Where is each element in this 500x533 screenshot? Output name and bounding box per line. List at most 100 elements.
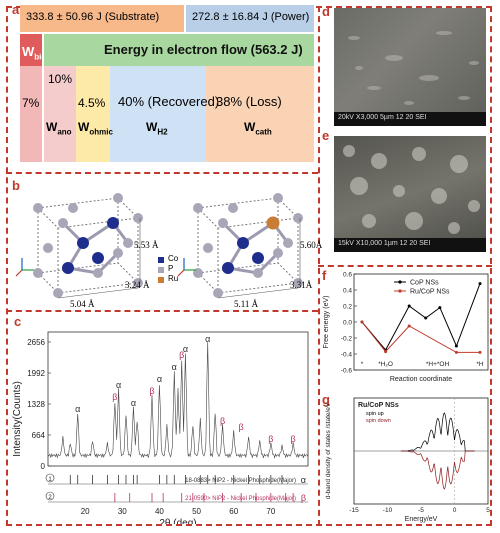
f-species-label: *H	[476, 361, 484, 368]
alpha-marker: α	[205, 334, 210, 344]
xrd-plot-frame	[47, 331, 309, 467]
f-point	[438, 306, 442, 310]
co-atom	[107, 217, 119, 229]
pct-10: 10%	[48, 72, 73, 86]
legend-p-swatch	[158, 267, 164, 273]
ref1-label: 18-0883> NiP2 - Nickel Phosphide(Major)	[185, 478, 296, 484]
f-point	[384, 350, 388, 354]
ru-atom	[266, 216, 280, 230]
alpha-marker: α	[131, 398, 136, 408]
legend-co-swatch	[158, 257, 164, 263]
g-title: Ru/CoP NSs	[358, 402, 399, 409]
f-ytick: -0.4	[341, 352, 353, 359]
ref1-index: 1	[48, 477, 52, 483]
alpha-marker: α	[116, 380, 121, 390]
ref2-index: 2	[48, 495, 52, 501]
sem-image-e: 15kV X10,000 1µm 12 20 SEI	[334, 136, 486, 252]
ref1-index-circle	[45, 473, 55, 483]
f-point	[478, 282, 482, 286]
g-series-line	[400, 412, 475, 452]
xrd-ytick: 664	[32, 431, 46, 440]
g-legend-label: spin up	[366, 411, 384, 417]
ref2-symbol: β	[301, 493, 306, 503]
f-species-label: *	[361, 361, 364, 368]
xrd-xtick: 50	[192, 507, 201, 516]
left-width: 5.04 Å	[70, 299, 95, 309]
f-ytick: -0.6	[341, 368, 353, 375]
f-ytick: 0.2	[343, 304, 352, 311]
pct-4-5: 4.5%	[78, 96, 106, 110]
power-box	[186, 5, 314, 32]
f-point	[407, 304, 411, 308]
left-depth: 3.24 Å	[125, 280, 150, 290]
g-legend-label: spin down	[366, 418, 391, 424]
xrd-xtick: 40	[155, 507, 164, 516]
xrd-ytick: 2656	[27, 338, 45, 347]
g-series-line	[400, 450, 475, 490]
xrd-xtick: 20	[81, 507, 90, 516]
power-energy: 272.8 ± 16.84 J (Power)	[192, 11, 310, 23]
beta-marker: β	[239, 422, 244, 432]
xrd-ytick: 1992	[27, 369, 45, 378]
panel-label-g: g	[322, 392, 330, 407]
xrd-xtick: 60	[229, 507, 238, 516]
dos-chart: -15 -10 -5 0 5 Energy/eV d-band density of sta…	[325, 397, 490, 523]
right-height: 5.60Å	[300, 240, 323, 250]
f-ytick: 0.6	[343, 272, 352, 279]
xrd-xtick: 70	[266, 507, 275, 516]
ref1-symbol: α	[301, 475, 306, 485]
pct-38-loss: 38% (Loss)	[216, 94, 282, 109]
f-legend-marker	[398, 289, 402, 293]
f-point	[424, 316, 428, 320]
pct-7: 7%	[22, 96, 40, 110]
panel-divider-bc	[6, 310, 318, 312]
g-xtick: -5	[418, 507, 424, 514]
wohmic-column	[76, 66, 110, 162]
f-point	[454, 350, 458, 354]
co-atom	[77, 237, 89, 249]
wbio-bar	[20, 34, 42, 162]
panel-divider-ab	[6, 172, 318, 174]
sem-e-info: 15kV X10,000 1µm 12 20 SEI	[338, 240, 431, 247]
beta-marker: β	[268, 434, 273, 444]
f-ytick: -0.2	[341, 336, 353, 343]
f-ylabel: Free energy (eV)	[323, 296, 330, 349]
beta-marker: β	[149, 386, 154, 396]
xrd-pattern-line	[47, 342, 309, 459]
g-xtick: 0	[453, 507, 457, 514]
wano-label: Wano	[46, 120, 72, 137]
substrate-energy: 333.8 ± 50.96 J (Substrate)	[26, 11, 160, 23]
xrd-ytick: 1328	[27, 400, 45, 409]
panel-label-d: d	[322, 4, 330, 19]
g-ylabel: d-band density of states /state/eV	[325, 402, 332, 499]
left-height: 5.53 Å	[134, 240, 159, 250]
crystal-structures	[15, 193, 303, 299]
panel-label-c: c	[14, 314, 22, 329]
legend-ru-swatch	[158, 277, 164, 283]
f-ytick: 0.4	[343, 288, 352, 295]
f-species-label: *H+*OH	[426, 361, 450, 368]
ref2-index-circle	[45, 491, 55, 501]
f-xlabel: Reaction coordinate	[390, 376, 452, 383]
sem-image-d: 20kV X3,000 5µm 12 20 SEI	[334, 8, 486, 126]
wcath-column	[206, 66, 314, 162]
alpha-marker: α	[75, 404, 80, 414]
xrd-ytick: 0	[41, 462, 46, 471]
beta-marker: β	[291, 434, 296, 444]
wcath-label: Wcath	[244, 120, 272, 137]
wh2-column	[110, 66, 206, 162]
legend-ru: Ru	[168, 274, 179, 283]
substrate-box	[20, 5, 184, 32]
panel-label-f: f	[322, 268, 327, 283]
alpha-marker: α	[183, 344, 188, 354]
free-energy-chart: 0.6 0.4 0.2 0.0 -0.2 -0.4 -0.6 Free energy (eV)…	[323, 272, 489, 383]
f-point	[407, 324, 411, 328]
f-legend-label: Ru/CoP NSs	[410, 289, 450, 296]
panel-divider-ef	[318, 265, 492, 267]
alpha-marker: α	[157, 374, 162, 384]
beta-marker: β	[179, 350, 184, 360]
electron-flow-label: Energy in electron flow (563.2 J)	[104, 42, 303, 57]
f-species-label: *H₂O	[378, 361, 393, 368]
f-legend-marker	[398, 280, 402, 284]
